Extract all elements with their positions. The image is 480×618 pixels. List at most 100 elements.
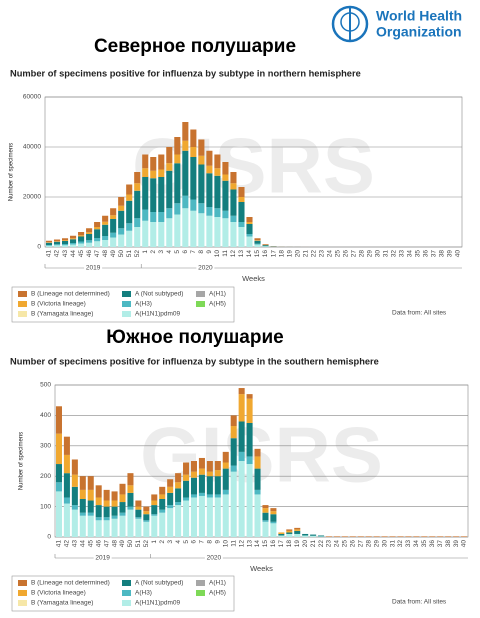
bar-segment [278, 532, 285, 534]
x-tick-label: 7 [190, 250, 197, 254]
x-tick-label: 19 [294, 540, 301, 548]
bar-segment [87, 512, 94, 516]
bar-segment [238, 227, 245, 247]
bar-segment [143, 520, 150, 522]
bar-segment [79, 476, 86, 490]
bar-segment [222, 210, 229, 219]
bar-segment [53, 241, 61, 242]
bar-segment [110, 219, 117, 233]
bar-segment [206, 150, 213, 166]
bar-segment [127, 492, 134, 507]
bar-segment [238, 388, 245, 395]
bar-segment [45, 240, 53, 243]
x-tick-label: 35 [421, 540, 428, 548]
bar-segment [78, 235, 85, 237]
bar-segment [214, 217, 221, 247]
bar-segment [102, 221, 109, 225]
bar-segment [183, 462, 190, 475]
legend-swatch [18, 291, 27, 297]
x-tick-label: 16 [262, 250, 269, 258]
x-tick-label: 20 [302, 540, 309, 548]
bar-segment [102, 224, 109, 236]
bar-segment [110, 215, 117, 219]
legend-label: B (Victoria lineage) [31, 301, 86, 308]
legend-label: B (Lineage not determined) [31, 580, 110, 587]
legend-label: B (Lineage not determined) [31, 291, 110, 298]
x-tick-label: 41 [46, 250, 53, 258]
y-tick-label: 40000 [23, 144, 41, 151]
bar-segment [198, 139, 205, 156]
x-tick-label: 17 [278, 540, 285, 548]
x-tick-label: 20 [294, 250, 301, 258]
x-tick-label: 24 [326, 250, 333, 258]
bar-segment [126, 200, 133, 224]
x-tick-label: 45 [78, 250, 85, 258]
bar-segment [167, 486, 174, 493]
bar-segment [246, 217, 253, 222]
bar-segment [158, 212, 165, 222]
bar-segment [62, 245, 69, 247]
x-tick-label: 28 [358, 250, 365, 258]
x-tick-label: 22 [318, 540, 325, 548]
bar-segment [214, 168, 221, 176]
x-tick-label: 27 [357, 540, 364, 548]
bar-segment [167, 492, 174, 506]
legend-label: A(H5) [209, 590, 226, 597]
x-tick-label: 8 [198, 250, 205, 254]
bar-segment [95, 520, 102, 537]
bar-segment [238, 461, 245, 537]
bar-segment [166, 147, 173, 164]
bar-segment [294, 527, 301, 530]
x-tick-label: 17 [270, 250, 277, 258]
bar-segment [119, 515, 126, 537]
x-tick-label: 25 [342, 540, 349, 548]
bar-segment [294, 529, 301, 531]
bar-segment [174, 163, 181, 204]
bar-segment [45, 245, 53, 246]
bar-segment [246, 398, 253, 423]
bar-segment [262, 520, 269, 522]
bar-segment [86, 232, 93, 234]
x-tick-label: 38 [445, 540, 452, 548]
y-tick-label: 60000 [23, 94, 41, 101]
x-tick-label: 50 [127, 540, 134, 548]
watermark: GISRS [132, 122, 375, 210]
bar-segment [86, 240, 93, 243]
bar-segment [143, 514, 150, 521]
bar-segment [135, 518, 142, 537]
bar-segment [222, 451, 229, 463]
legend-swatch [122, 291, 131, 297]
who-logo: World Health Organization [331, 5, 462, 43]
bar-segment [53, 241, 61, 245]
legend-label: A(H5) [209, 301, 226, 308]
bar-segment [174, 214, 181, 247]
bar-segment [111, 500, 118, 507]
bar-segment [365, 536, 372, 537]
bar-segment [71, 459, 78, 475]
legend-label: A (Not subtyped) [135, 291, 183, 298]
bar-segment [71, 505, 78, 510]
x-tick-label: 48 [102, 250, 109, 258]
bar-segment [55, 464, 62, 483]
x-tick-label: 40 [455, 250, 462, 258]
bar-segment [95, 485, 102, 498]
bar-segment [127, 506, 134, 510]
bar-segment [246, 236, 253, 247]
bar-segment [429, 536, 436, 537]
legend-swatch [18, 590, 27, 596]
bar-segment [103, 500, 110, 507]
bar-segment [206, 461, 213, 472]
bar-segment [134, 183, 141, 191]
chart-title: Number of specimens positive for influen… [10, 68, 361, 78]
bar-segment [270, 514, 277, 522]
bar-segment [166, 208, 173, 219]
y-tick-label: 200 [40, 473, 51, 480]
bar-segment [151, 500, 158, 506]
bar-segment [110, 208, 117, 216]
bar-segment [111, 491, 118, 501]
bar-segment [381, 536, 388, 537]
bar-segment [118, 205, 125, 211]
bar-segment [206, 476, 213, 495]
bar-segment [437, 536, 444, 537]
